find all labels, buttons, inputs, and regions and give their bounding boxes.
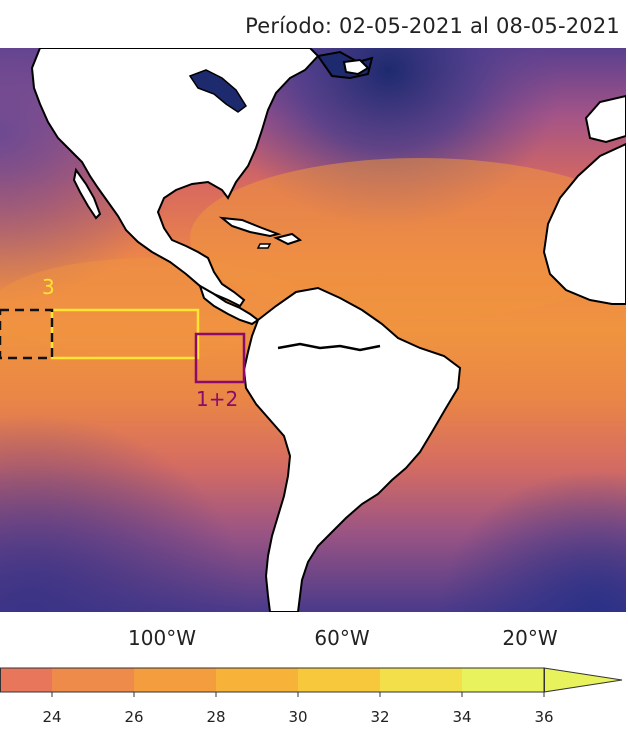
longitude-label-60w: 60°W	[314, 626, 370, 650]
longitude-label-20w: 20°W	[502, 626, 558, 650]
great-lakes	[188, 69, 248, 113]
colorbar-segment	[380, 668, 462, 692]
sst-map: 3 1+2	[0, 48, 626, 612]
colorbar-tick-28: 28	[206, 708, 226, 726]
colorbar-segment	[462, 668, 544, 692]
colorbar-extend-arrow	[543, 667, 623, 693]
colorbar-segment	[134, 668, 216, 692]
nino4-region-box	[0, 308, 54, 360]
colorbar	[0, 664, 628, 704]
nino12-region-box	[194, 332, 246, 384]
colorbar-tick-34: 34	[452, 708, 472, 726]
caribbean-islands	[218, 216, 282, 238]
colorbar-tick-36: 36	[534, 708, 554, 726]
nino3-label: 3	[42, 275, 55, 299]
colorbar-tick-32: 32	[370, 708, 390, 726]
colorbar-segment	[52, 668, 134, 692]
colorbar-segment	[216, 668, 298, 692]
south-america-land	[242, 286, 462, 612]
colorbar-segment	[298, 668, 380, 692]
nino12-label: 1+2	[196, 387, 238, 411]
north-america-land	[30, 48, 320, 308]
colorbar-segment	[0, 668, 52, 692]
longitude-label-100w: 100°W	[128, 626, 196, 650]
colorbar-outline	[0, 667, 545, 693]
colorbar-tick-24: 24	[42, 708, 62, 726]
colorbar-tick-26: 26	[124, 708, 144, 726]
colorbar-tick-30: 30	[288, 708, 308, 726]
africa-land	[542, 142, 626, 305]
period-title: Período: 02-05-2021 al 08-05-2021	[245, 14, 620, 38]
